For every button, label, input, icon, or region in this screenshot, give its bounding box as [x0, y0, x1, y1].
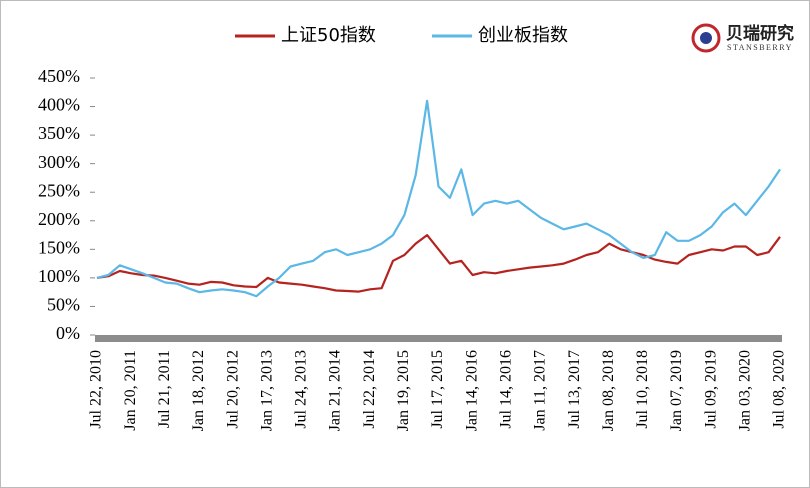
series-line	[96, 234, 781, 293]
y-tick-label: 0%	[56, 323, 80, 343]
x-tick-label: Jul 21, 2011	[156, 350, 173, 428]
x-tick-label: Jan 19, 2015	[395, 350, 412, 431]
logo-ring	[691, 23, 721, 53]
x-tick-label: Jul 09, 2019	[702, 350, 719, 429]
x-tick-label: Jul 24, 2013	[293, 350, 310, 429]
x-tick-label: Jan 18, 2012	[190, 350, 207, 431]
x-tick-label: Jul 08, 2020	[771, 350, 788, 429]
x-tick-label: Jul 22, 2010	[88, 350, 105, 429]
x-tick-label: Jan 14, 2016	[463, 350, 480, 431]
y-tick-label: 200%	[38, 209, 80, 229]
y-tick-label: 300%	[38, 152, 80, 172]
logo-sub: STANSBERRY	[727, 43, 793, 52]
x-tick-label: Jan 11, 2017	[532, 350, 549, 431]
x-tick-label: Jul 20, 2012	[224, 350, 241, 429]
x-axis-bar	[95, 335, 782, 342]
y-tick-label: 50%	[47, 295, 80, 315]
y-tick-label: 250%	[38, 180, 80, 200]
legend-label: 上证50指数	[281, 25, 376, 46]
x-tick-label: Jul 14, 2016	[497, 350, 514, 429]
x-tick-label: Jan 08, 2018	[600, 350, 617, 431]
x-tick-label: Jul 17, 2015	[429, 350, 446, 429]
x-tick-label: Jan 17, 2013	[258, 350, 275, 431]
x-tick-label: Jan 03, 2020	[737, 350, 754, 431]
x-tick-label: Jul 22, 2014	[361, 350, 378, 429]
y-tick-label: 100%	[38, 266, 80, 286]
y-tick-label: 400%	[38, 95, 80, 115]
logo-name: 贝瑞研究	[726, 23, 794, 44]
y-tick-label: 450%	[38, 66, 80, 86]
x-tick-label: Jul 10, 2018	[634, 350, 651, 429]
logo: 贝瑞研究 STANSBERRY	[691, 23, 794, 53]
series-line	[96, 99, 781, 298]
logo-dot	[700, 32, 712, 44]
legend-label: 创业板指数	[478, 25, 568, 46]
x-tick-label: Jan 20, 2011	[122, 350, 139, 431]
x-tick-label: Jan 07, 2019	[668, 350, 685, 431]
y-tick-label: 350%	[38, 123, 80, 143]
x-tick-label: Jul 13, 2017	[566, 350, 583, 429]
x-tick-label: Jan 21, 2014	[327, 350, 344, 431]
y-tick-label: 150%	[38, 237, 80, 257]
